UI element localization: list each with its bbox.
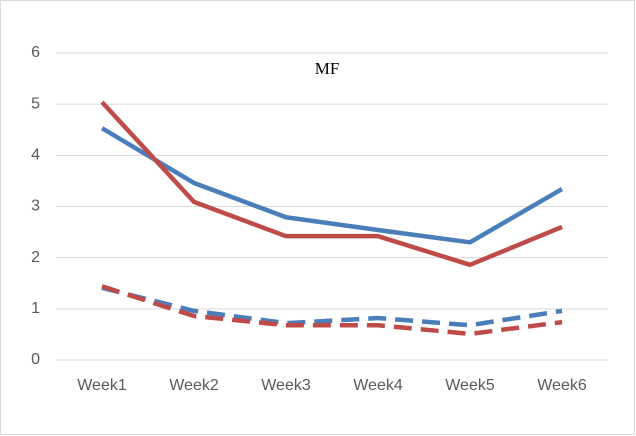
x-tick-label: Week3 (261, 377, 311, 394)
x-tick-label: Week6 (537, 377, 587, 394)
x-tick-label: Week4 (353, 377, 403, 394)
y-tick-label: 5 (31, 95, 40, 112)
y-tick-label: 1 (31, 300, 40, 317)
y-tick-label: 0 (31, 351, 40, 368)
y-tick-label: 6 (31, 44, 40, 61)
x-tick-label: Week5 (445, 377, 495, 394)
y-tick-label: 4 (31, 147, 40, 164)
y-tick-label: 3 (31, 198, 40, 215)
line-series (100, 126, 564, 245)
x-tick-label: Week1 (77, 377, 127, 394)
y-tick-label: 2 (31, 249, 40, 266)
x-tick-label: Week2 (169, 377, 219, 394)
line-series (101, 284, 563, 337)
line-series (101, 285, 563, 328)
line-series (100, 100, 563, 268)
chart-title: MF (315, 59, 340, 78)
